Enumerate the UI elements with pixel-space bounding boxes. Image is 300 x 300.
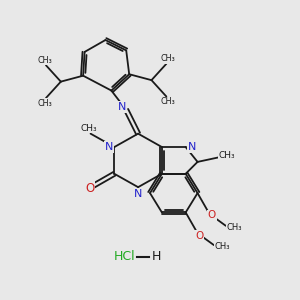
Text: N: N xyxy=(105,142,113,152)
Text: N: N xyxy=(188,142,196,152)
Text: CH₃: CH₃ xyxy=(81,124,98,133)
Text: N: N xyxy=(134,189,142,199)
Text: O: O xyxy=(208,210,216,220)
Text: O: O xyxy=(85,182,94,194)
Text: CH₃: CH₃ xyxy=(37,56,52,65)
Text: HCl: HCl xyxy=(114,250,136,263)
Text: CH₃: CH₃ xyxy=(218,152,235,160)
Text: CH₃: CH₃ xyxy=(160,54,175,63)
Text: CH₃: CH₃ xyxy=(160,97,175,106)
Text: H: H xyxy=(151,250,160,263)
Text: O: O xyxy=(195,231,203,241)
Text: CH₃: CH₃ xyxy=(214,242,230,251)
Text: CH₃: CH₃ xyxy=(226,223,242,232)
Text: CH₃: CH₃ xyxy=(37,98,52,107)
Text: N: N xyxy=(118,102,126,112)
